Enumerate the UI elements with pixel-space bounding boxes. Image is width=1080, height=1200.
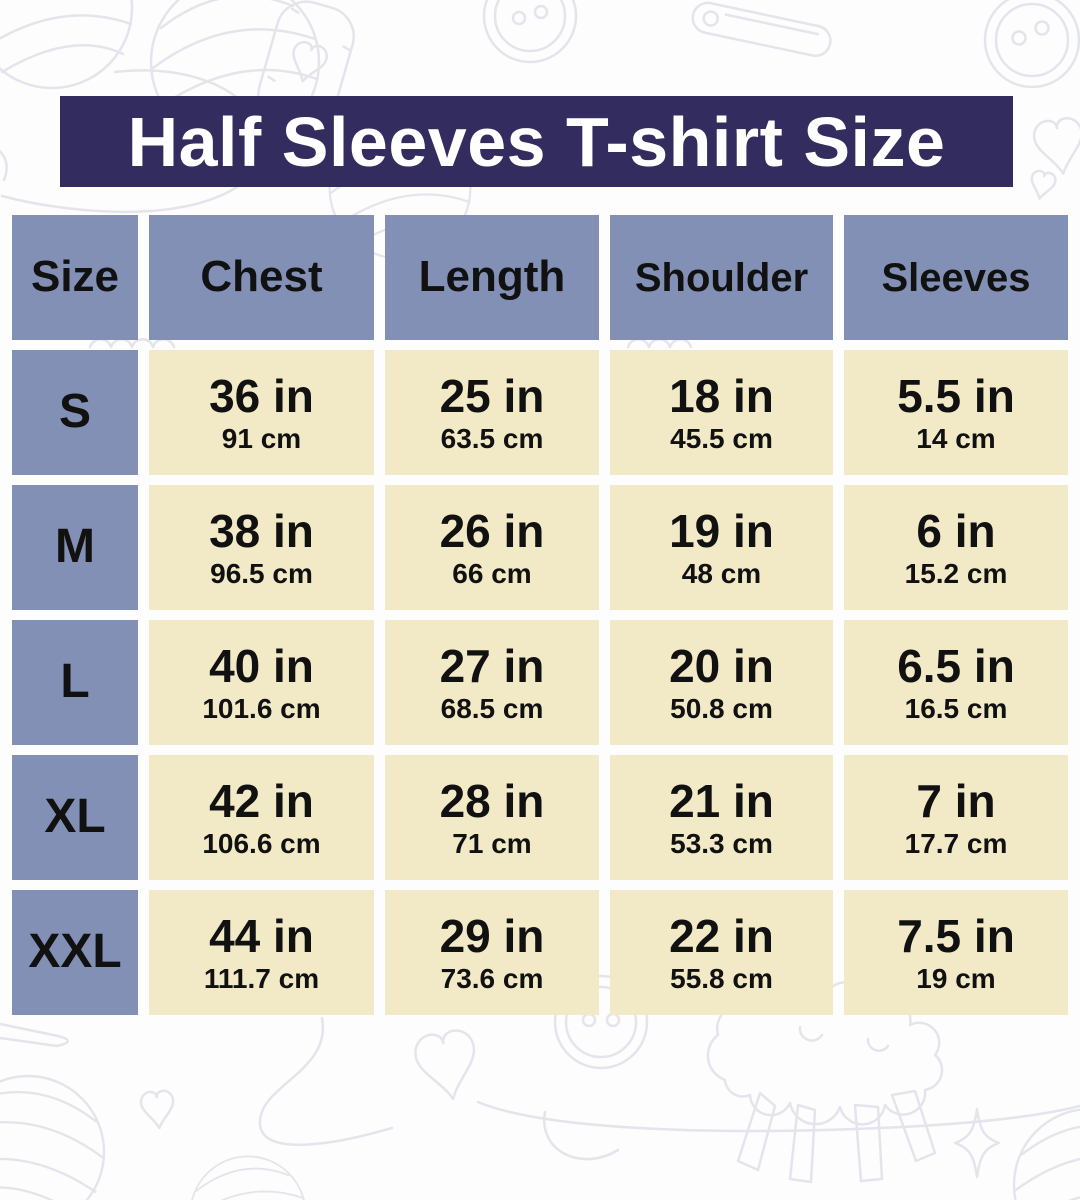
value-inches: 19 in <box>669 504 774 557</box>
value-inches: 44 in <box>209 909 314 962</box>
row-header-l: L <box>12 620 138 745</box>
heart-icon <box>140 1090 175 1129</box>
cell-xl-chest: 42 in 106.6 cm <box>149 755 374 880</box>
value-cm: 50.8 cm <box>670 692 773 724</box>
column-header-chest: Chest <box>149 215 374 340</box>
page-title: Half Sleeves T-shirt Size <box>127 102 946 181</box>
thread-icon <box>543 1110 620 1161</box>
cell-s-chest: 36 in 91 cm <box>149 350 374 475</box>
value-inches: 21 in <box>669 774 774 827</box>
value-cm: 106.6 cm <box>202 827 321 859</box>
value-cm: 45.5 cm <box>670 422 773 454</box>
button-icon <box>983 0 1080 89</box>
thread-icon <box>258 1016 394 1147</box>
cell-xl-shoulder: 21 in 53.3 cm <box>610 755 833 880</box>
value-inches: 6.5 in <box>897 639 1015 692</box>
scallop-icon <box>88 338 176 349</box>
value-inches: 5.5 in <box>897 369 1015 422</box>
value-inches: 22 in <box>669 909 774 962</box>
value-inches: 36 in <box>209 369 314 422</box>
column-header-length: Length <box>385 215 599 340</box>
value-inches: 27 in <box>439 639 545 692</box>
value-inches: 7.5 in <box>897 909 1015 962</box>
value-cm: 53.3 cm <box>670 827 773 859</box>
thread-icon <box>476 1100 1080 1133</box>
value-cm: 96.5 cm <box>210 557 313 589</box>
cell-s-length: 25 in 63.5 cm <box>385 350 599 475</box>
value-inches: 18 in <box>669 369 774 422</box>
heart-icon <box>1028 170 1057 202</box>
yarn-ball-icon <box>1012 1108 1080 1200</box>
value-cm: 15.2 cm <box>904 557 1008 589</box>
cell-xl-sleeves: 7 in 17.7 cm <box>844 755 1068 880</box>
value-cm: 73.6 cm <box>440 962 544 994</box>
safety-pin-icon <box>691 1 832 58</box>
column-header-shoulder: Shoulder <box>610 215 833 340</box>
value-cm: 48 cm <box>681 557 762 589</box>
value-cm: 17.7 cm <box>904 827 1008 859</box>
value-cm: 14 cm <box>916 422 996 454</box>
heart-icon <box>412 1028 482 1104</box>
value-inches: 26 in <box>439 504 545 557</box>
button-icon <box>482 0 578 64</box>
column-header-sleeves: Sleeves <box>844 215 1068 340</box>
value-inches: 25 in <box>439 369 545 422</box>
yarn-ball-icon <box>0 1074 106 1200</box>
row-header-s: S <box>12 350 138 475</box>
value-inches: 29 in <box>439 909 545 962</box>
cell-xxl-sleeves: 7.5 in 19 cm <box>844 890 1068 1015</box>
cell-m-length: 26 in 66 cm <box>385 485 599 610</box>
heart-icon <box>1032 116 1080 176</box>
column-header-size: Size <box>12 215 138 340</box>
value-inches: 40 in <box>209 639 314 692</box>
thread-icon <box>0 149 8 182</box>
cell-m-chest: 38 in 96.5 cm <box>149 485 374 610</box>
sparkle-icon <box>953 1107 1001 1179</box>
value-inches: 42 in <box>209 774 314 827</box>
size-chart-table: Size Chest Length Shoulder Sleeves S 36 … <box>12 215 1068 1015</box>
value-cm: 16.5 cm <box>904 692 1008 724</box>
cell-xxl-length: 29 in 73.6 cm <box>385 890 599 1015</box>
knitting-needle-icon <box>0 1022 69 1048</box>
row-header-xxl: XXL <box>12 890 138 1015</box>
value-cm: 91 cm <box>221 422 302 454</box>
value-cm: 111.7 cm <box>203 962 320 994</box>
cell-xxl-chest: 44 in 111.7 cm <box>149 890 374 1015</box>
value-inches: 28 in <box>439 774 545 827</box>
value-cm: 19 cm <box>916 962 996 994</box>
yarn-ball-icon <box>191 1155 305 1200</box>
cell-l-sleeves: 6.5 in 16.5 cm <box>844 620 1068 745</box>
value-cm: 55.8 cm <box>670 962 773 994</box>
cell-s-sleeves: 5.5 in 14 cm <box>844 350 1068 475</box>
value-cm: 71 cm <box>452 827 532 859</box>
value-inches: 38 in <box>209 504 314 557</box>
row-header-m: M <box>12 485 138 610</box>
yarn-ball-icon <box>0 0 134 90</box>
title-banner: Half Sleeves T-shirt Size <box>60 96 1013 187</box>
cell-l-length: 27 in 68.5 cm <box>385 620 599 745</box>
cell-m-shoulder: 19 in 48 cm <box>610 485 833 610</box>
cell-m-sleeves: 6 in 15.2 cm <box>844 485 1068 610</box>
cell-l-chest: 40 in 101.6 cm <box>149 620 374 745</box>
value-inches: 20 in <box>669 639 774 692</box>
value-cm: 68.5 cm <box>440 692 544 724</box>
cell-s-shoulder: 18 in 45.5 cm <box>610 350 833 475</box>
value-cm: 63.5 cm <box>440 422 544 454</box>
row-header-xl: XL <box>12 755 138 880</box>
value-inches: 6 in <box>916 504 996 557</box>
value-inches: 7 in <box>916 774 996 827</box>
cell-l-shoulder: 20 in 50.8 cm <box>610 620 833 745</box>
cell-xl-length: 28 in 71 cm <box>385 755 599 880</box>
value-cm: 66 cm <box>452 557 532 589</box>
value-cm: 101.6 cm <box>202 692 321 724</box>
cell-xxl-shoulder: 22 in 55.8 cm <box>610 890 833 1015</box>
